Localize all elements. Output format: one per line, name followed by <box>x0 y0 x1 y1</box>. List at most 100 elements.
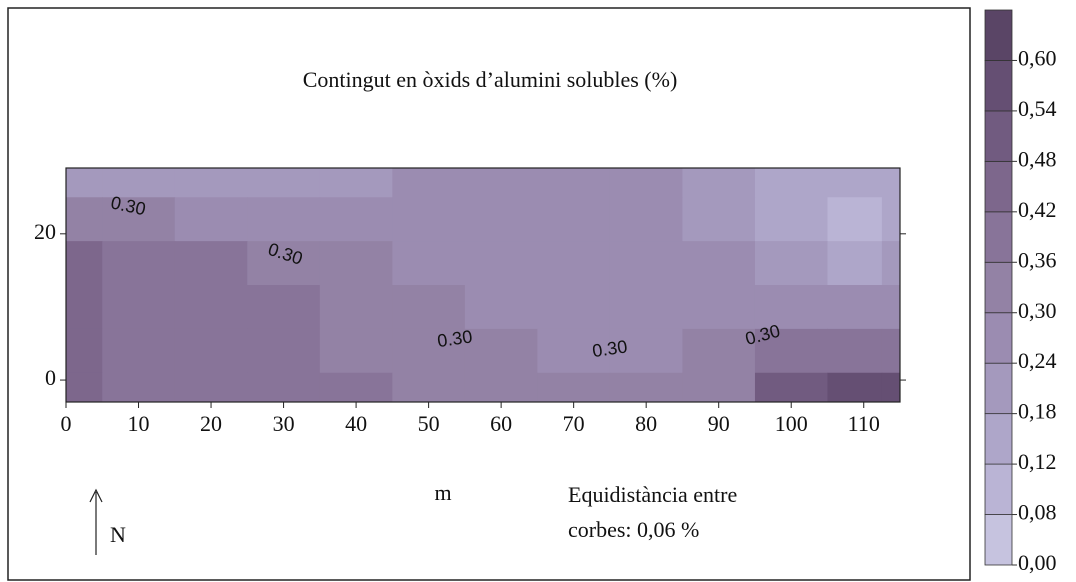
colorbar-label: 0,00 <box>1018 550 1057 575</box>
colorbar-label: 0,08 <box>1018 500 1057 525</box>
contour-cell <box>174 197 248 242</box>
contour-cell <box>537 197 611 242</box>
contour-cell <box>537 372 611 403</box>
contour-cell <box>682 372 756 403</box>
contour-cell <box>881 285 901 330</box>
x-tick-label: 70 <box>563 411 585 436</box>
contour-cell <box>827 372 883 403</box>
contour-cell <box>537 328 611 374</box>
x-tick-label: 0 <box>61 411 72 436</box>
contour-cell <box>827 197 883 242</box>
contour-cell <box>754 372 828 403</box>
x-tick-label: 50 <box>418 411 440 436</box>
x-tick-label: 20 <box>200 411 222 436</box>
contour-cell <box>392 285 466 330</box>
contour-cell <box>609 372 683 403</box>
contour-cell <box>247 197 321 242</box>
contour-cell <box>609 168 683 198</box>
contour-cell <box>102 197 176 242</box>
contour-cell <box>754 168 828 198</box>
contour-cell <box>319 241 393 286</box>
contour-cell <box>827 328 883 374</box>
contour-cell <box>66 197 103 242</box>
contour-cell <box>392 168 466 198</box>
colorbar-label: 0,18 <box>1018 399 1057 424</box>
x-tick-label: 90 <box>708 411 730 436</box>
x-tick-label: 40 <box>345 411 367 436</box>
contour-cell <box>174 241 248 286</box>
contour-cell <box>247 328 321 374</box>
contour-cell <box>827 285 883 330</box>
contour-cell <box>754 241 828 286</box>
x-tick-label: 80 <box>635 411 657 436</box>
x-tick-label: 110 <box>848 411 880 436</box>
frame <box>7 7 971 581</box>
contour-cell <box>881 168 901 198</box>
y-tick-label: 0 <box>45 365 56 390</box>
colorbar-label: 0,42 <box>1018 197 1057 222</box>
contour-cell <box>537 241 611 286</box>
x-tick-label: 30 <box>273 411 295 436</box>
contour-cell <box>102 241 176 286</box>
x-tick-label: 10 <box>128 411 150 436</box>
contour-cell <box>827 241 883 286</box>
contour-cell <box>881 241 901 286</box>
contour-cell <box>609 197 683 242</box>
colorbar-band <box>984 211 1013 263</box>
contour-cell <box>464 328 538 374</box>
contour-cell <box>609 241 683 286</box>
contour-cell <box>66 285 103 330</box>
note-line: Equidistància entre <box>568 482 737 507</box>
contour-cell <box>392 372 466 403</box>
contour-cell <box>537 285 611 330</box>
colorbar-label: 0,12 <box>1018 449 1057 474</box>
contour-cell <box>247 168 321 198</box>
contour-label: 0.30 <box>436 326 473 351</box>
contour-cell <box>609 328 683 374</box>
contour-cell <box>247 285 321 330</box>
colorbar-label: 0,24 <box>1018 348 1057 373</box>
contour-cell <box>682 285 756 330</box>
contour-cell <box>66 328 103 374</box>
contour-cell <box>392 197 466 242</box>
contour-cell <box>174 285 248 330</box>
contour-cell <box>66 372 103 403</box>
colorbar-band <box>984 514 1013 566</box>
colorbar-band <box>984 160 1013 213</box>
contour-cell <box>392 241 466 286</box>
colorbar-label: 0,54 <box>1018 96 1057 121</box>
contour-cell <box>102 168 176 198</box>
contour-cell <box>319 168 393 198</box>
contour-label: 0.30 <box>591 336 628 361</box>
contour-cell <box>881 197 901 242</box>
contour-cell <box>464 197 538 242</box>
contour-cell <box>537 168 611 198</box>
contour-cell <box>827 168 883 198</box>
contour-cell <box>682 328 756 374</box>
contour-cell <box>247 241 321 286</box>
contour-cell <box>319 372 393 403</box>
contour-cell <box>609 285 683 330</box>
colorbar-band <box>984 312 1013 364</box>
x-tick-label: 60 <box>490 411 512 436</box>
contour-cell <box>464 241 538 286</box>
contour-cell <box>174 328 248 374</box>
colorbar-band <box>984 413 1013 465</box>
contour-cell <box>682 197 756 242</box>
contour-cell <box>464 285 538 330</box>
contour-cell <box>319 197 393 242</box>
colorbar-band <box>984 261 1013 314</box>
contour-cell <box>682 168 756 198</box>
colorbar-label: 0,36 <box>1018 247 1057 272</box>
contour-cell <box>464 168 538 198</box>
colorbar-label: 0,48 <box>1018 146 1057 171</box>
contour-cell <box>464 372 538 403</box>
contour-cell <box>66 168 103 198</box>
colorbar-label: 0,30 <box>1018 298 1057 323</box>
contour-cell <box>754 328 828 374</box>
x-tick-label: 100 <box>775 411 808 436</box>
contour-cell <box>881 328 901 374</box>
north-label: N <box>110 522 126 547</box>
contour-cell <box>319 285 393 330</box>
